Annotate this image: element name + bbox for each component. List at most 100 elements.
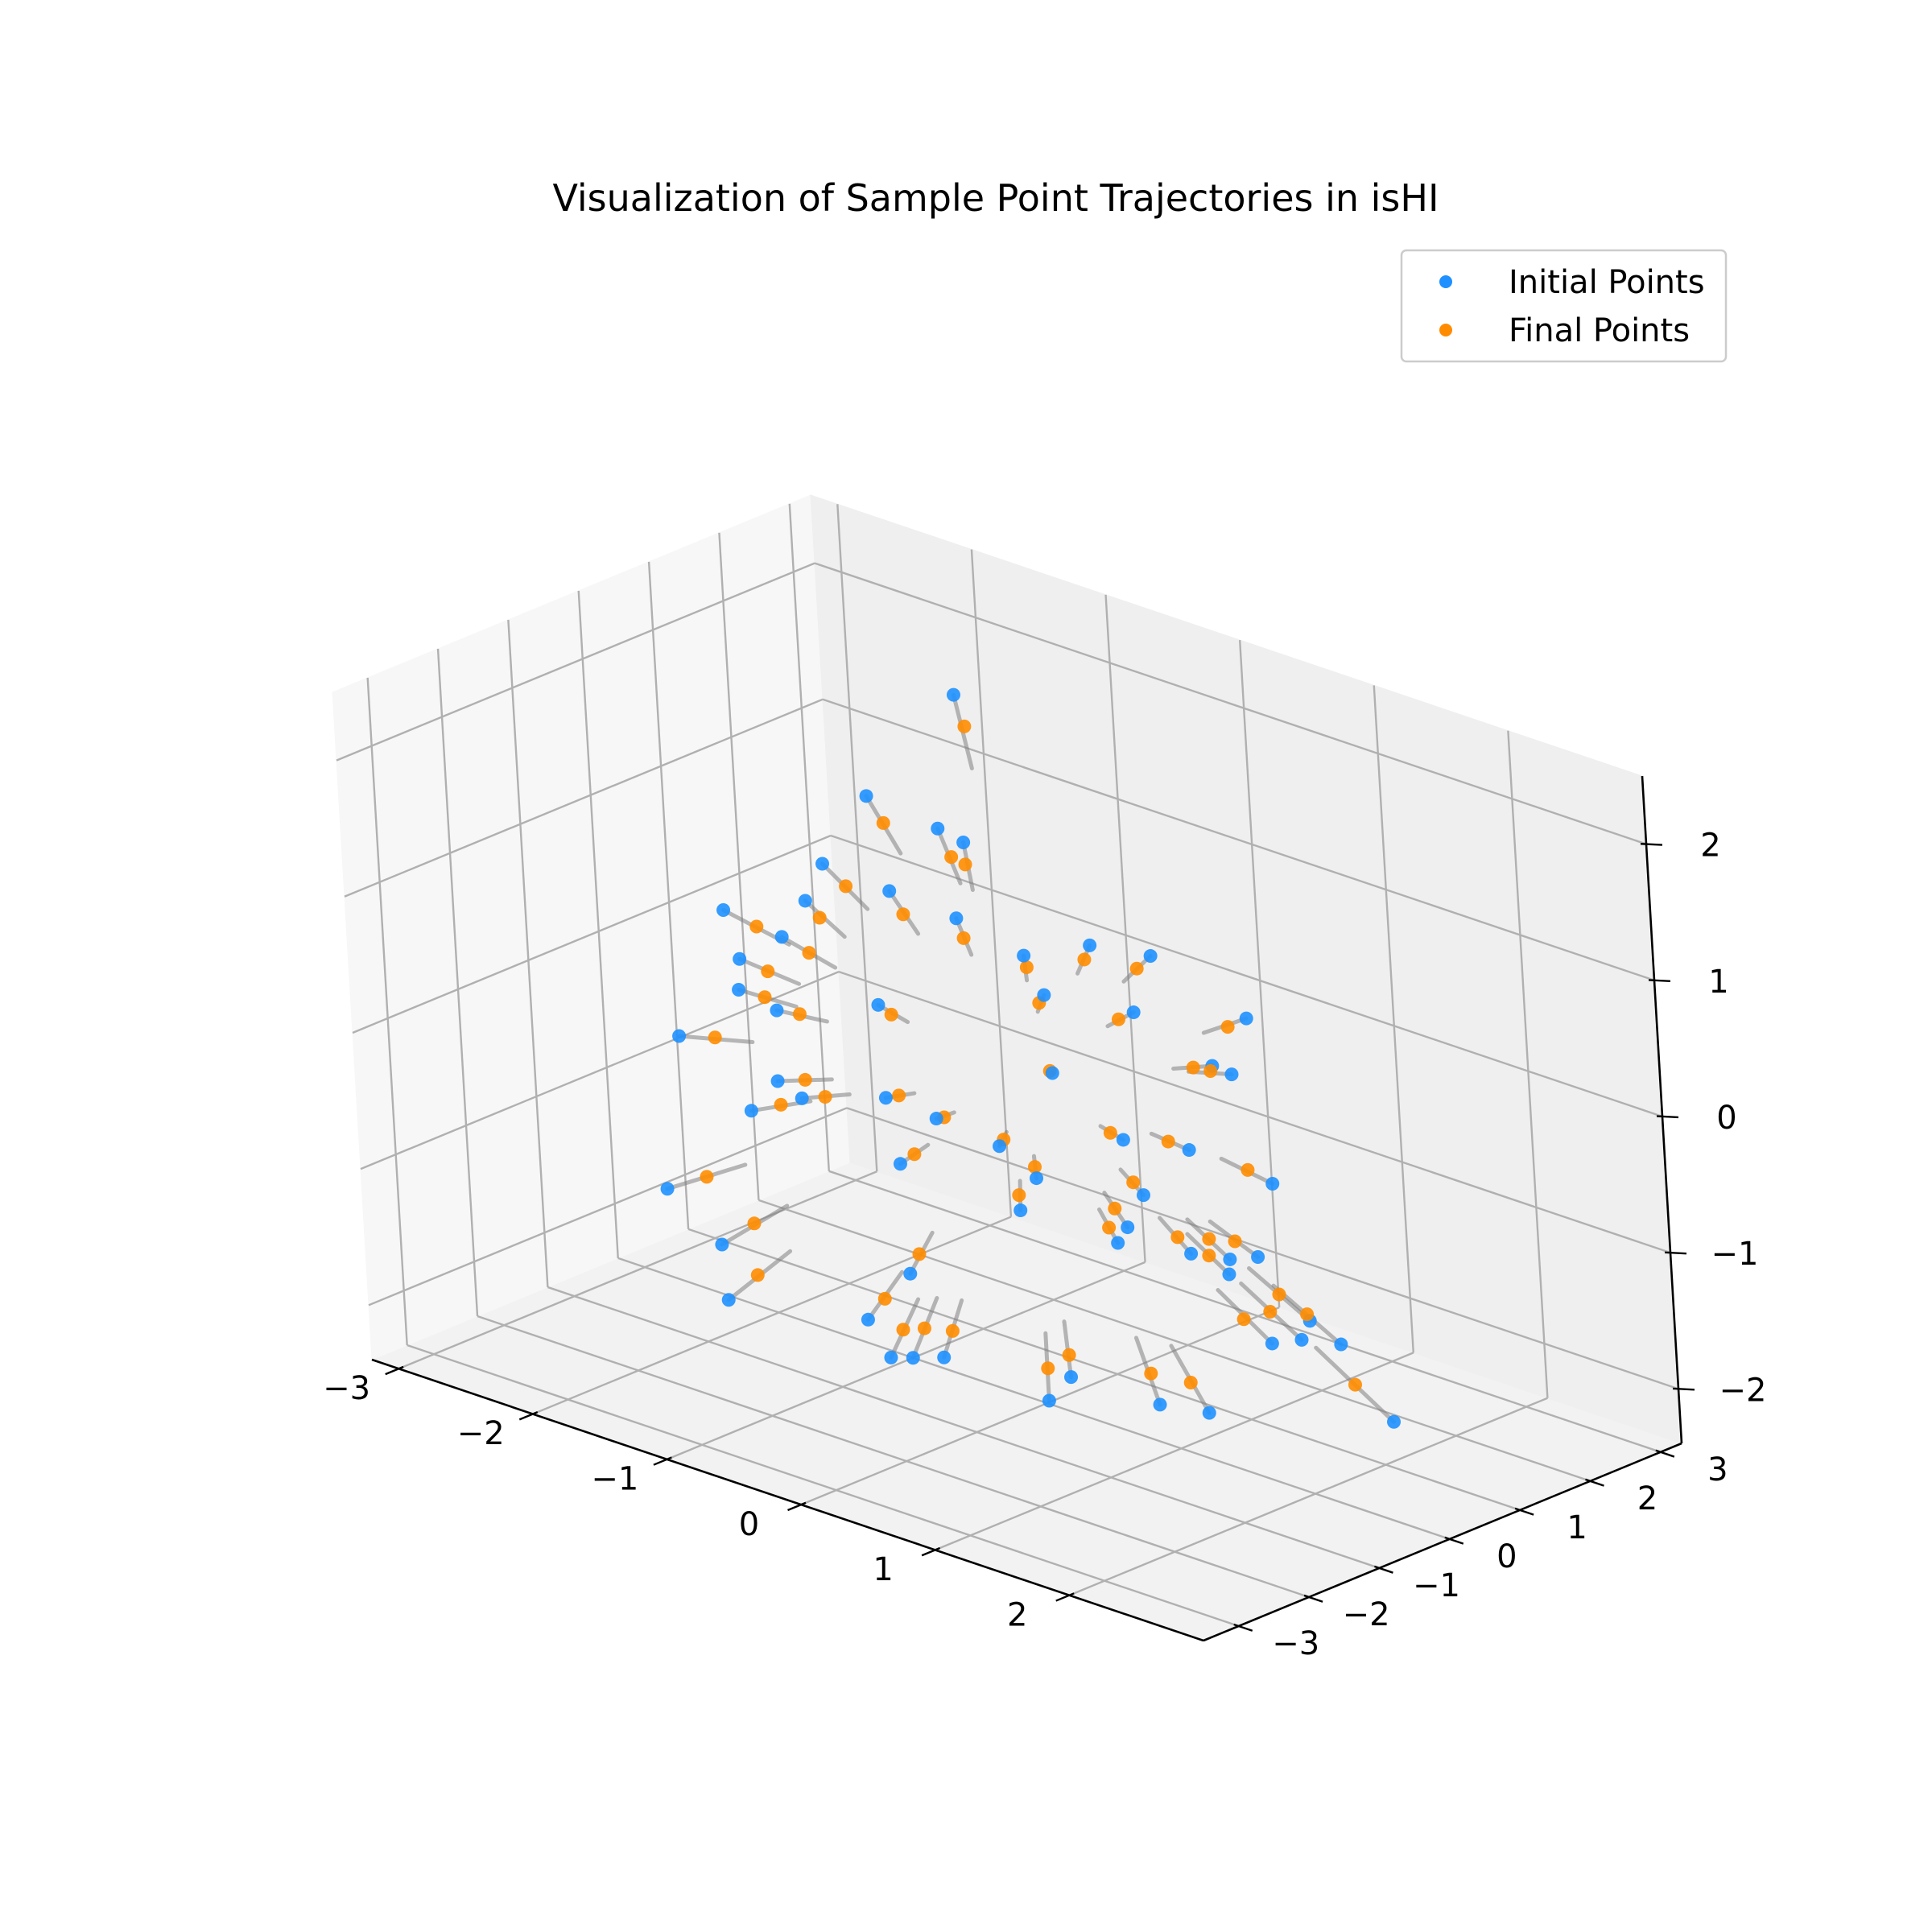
chart-title: Visualization of Sample Point Trajectori… bbox=[552, 176, 1439, 220]
final-point bbox=[747, 1216, 762, 1231]
legend-marker-final bbox=[1439, 324, 1452, 336]
initial-point bbox=[1013, 1203, 1028, 1218]
final-point bbox=[1126, 1175, 1141, 1190]
gridline-z-back bbox=[814, 562, 1647, 845]
y-tick-label: −3 bbox=[1272, 1625, 1319, 1662]
initial-point bbox=[937, 1350, 952, 1364]
final-point bbox=[912, 1247, 927, 1261]
final-point bbox=[884, 1007, 898, 1022]
final-point bbox=[1144, 1366, 1158, 1381]
final-point bbox=[839, 879, 853, 894]
initial-point bbox=[929, 1112, 943, 1126]
gridline-y-floor bbox=[687, 1228, 1521, 1512]
gridline-z-back bbox=[838, 971, 1671, 1254]
final-point bbox=[945, 1323, 960, 1338]
gridline-y-floor bbox=[477, 1315, 1310, 1599]
initial-point bbox=[884, 1350, 898, 1364]
x-tick-label: −2 bbox=[457, 1415, 505, 1452]
legend-label-initial: Initial Points bbox=[1509, 264, 1705, 301]
legend-label-final: Final Points bbox=[1509, 312, 1690, 349]
final-point bbox=[1228, 1234, 1242, 1249]
initial-point bbox=[1064, 1370, 1079, 1385]
y-tick-label: 1 bbox=[1567, 1509, 1587, 1546]
initial-point bbox=[1223, 1252, 1237, 1266]
axes-panes bbox=[332, 494, 1683, 1641]
final-point bbox=[1019, 960, 1034, 975]
x-axis-tick bbox=[518, 1411, 539, 1421]
y-axis-tick bbox=[1585, 1478, 1604, 1487]
final-point bbox=[1129, 961, 1144, 976]
gridline-x-back bbox=[970, 549, 1013, 1217]
initial-point bbox=[1126, 1005, 1141, 1020]
final-point bbox=[802, 946, 816, 960]
initial-point bbox=[903, 1266, 918, 1281]
final-point bbox=[1161, 1134, 1175, 1149]
x-axis-tick bbox=[653, 1456, 672, 1466]
final-point bbox=[944, 850, 959, 865]
final-point bbox=[896, 1323, 910, 1337]
gridline-x-back bbox=[1507, 730, 1549, 1398]
final-point bbox=[907, 1147, 922, 1162]
y-axis-tick bbox=[1303, 1594, 1323, 1603]
legend: Initial Points Final Points bbox=[1400, 249, 1728, 363]
final-point bbox=[1012, 1188, 1026, 1203]
gridline-z-left bbox=[352, 834, 832, 1034]
initial-point bbox=[1251, 1250, 1265, 1265]
final-point bbox=[1108, 1201, 1122, 1216]
initial-point bbox=[660, 1182, 675, 1196]
x-axis-tick bbox=[921, 1546, 941, 1557]
gridline-x-floor bbox=[800, 1307, 1280, 1506]
initial-point bbox=[732, 982, 746, 997]
gridline-y-left bbox=[507, 619, 549, 1287]
gridline-y-left bbox=[718, 532, 760, 1200]
initial-point bbox=[795, 1091, 809, 1105]
initial-point bbox=[949, 911, 964, 926]
final-point bbox=[1062, 1348, 1076, 1362]
initial-point bbox=[1294, 1332, 1309, 1347]
y-tick-label: 3 bbox=[1707, 1451, 1728, 1488]
initial-point bbox=[716, 903, 731, 918]
initial-point bbox=[882, 884, 897, 898]
initial-point bbox=[893, 1157, 907, 1171]
initial-point bbox=[1136, 1188, 1150, 1203]
y-axis-line bbox=[1203, 1442, 1682, 1642]
final-point bbox=[876, 815, 890, 830]
legend-marker-initial bbox=[1439, 275, 1452, 288]
final-point bbox=[1263, 1305, 1278, 1319]
final-point bbox=[958, 857, 972, 872]
initial-point bbox=[1042, 1393, 1056, 1408]
final-point bbox=[1170, 1230, 1185, 1245]
final-point bbox=[877, 1291, 892, 1306]
initial-point bbox=[931, 821, 945, 836]
x-axis-line bbox=[371, 1358, 1204, 1642]
gridline-y-left bbox=[436, 648, 479, 1317]
initial-point bbox=[1239, 1011, 1253, 1026]
final-point bbox=[792, 1007, 807, 1022]
z-axis-line bbox=[1641, 775, 1683, 1444]
initial-point bbox=[733, 952, 747, 966]
x-axis-tick bbox=[1055, 1592, 1075, 1602]
gridline-z-left bbox=[336, 562, 815, 762]
initial-point bbox=[1045, 1066, 1059, 1080]
gridline-y-left bbox=[647, 561, 690, 1229]
x-tick-label: −3 bbox=[323, 1370, 370, 1407]
gridline-y-floor bbox=[407, 1344, 1240, 1628]
gridline-x-back bbox=[1104, 594, 1146, 1262]
axis-lines bbox=[371, 775, 1683, 1642]
final-point bbox=[956, 931, 971, 945]
gridline-x-floor bbox=[667, 1261, 1146, 1460]
axis-tick-labels: −3 −2 −1 0 1 2 −3 −2 −1 0 1 2 3 −2 −1 0 1 2 bbox=[323, 828, 1766, 1662]
gridline-x-back bbox=[1238, 640, 1281, 1308]
initial-point bbox=[1224, 1067, 1239, 1082]
gridline-z-back bbox=[846, 1107, 1679, 1390]
initial-point bbox=[1184, 1246, 1199, 1261]
initial-point bbox=[1116, 1133, 1130, 1147]
final-point bbox=[708, 1030, 722, 1045]
x-tick-label: 0 bbox=[739, 1506, 759, 1543]
final-point bbox=[1103, 1125, 1117, 1140]
final-point bbox=[1348, 1377, 1362, 1392]
x-tick-label: 2 bbox=[1007, 1596, 1027, 1633]
final-point bbox=[1027, 1160, 1042, 1174]
y-axis-tick bbox=[1374, 1565, 1393, 1574]
